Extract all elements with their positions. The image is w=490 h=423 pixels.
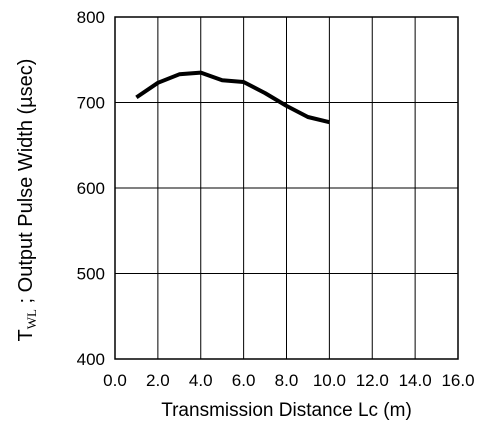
x-tick-label: 16.0 xyxy=(441,371,474,390)
plot-frame xyxy=(114,16,459,360)
x-tick-label: 10.0 xyxy=(313,371,346,390)
x-tick-label: 2.0 xyxy=(146,371,170,390)
series-line xyxy=(135,70,330,125)
x-tick-label: 4.0 xyxy=(189,371,213,390)
x-tick-label: 6.0 xyxy=(232,371,256,390)
y-tick-label: 700 xyxy=(77,94,105,113)
y-axis-label: TWL ; Output Pulse Width (µsec) xyxy=(15,59,39,342)
x-axis-label: Transmission Distance Lc (m) xyxy=(161,400,412,421)
x-tick-label: 0.0 xyxy=(103,371,127,390)
y-axis-label-rest: ; Output Pulse Width (µsec) xyxy=(15,59,37,310)
x-tick-labels: 0.0 2.0 4.0 6.0 8.0 10.0 12.0 14.0 16.0 xyxy=(103,371,474,390)
x-tick-label: 12.0 xyxy=(356,371,389,390)
y-tick-label: 500 xyxy=(77,265,105,284)
y-tick-labels: 400 500 600 700 800 xyxy=(77,8,105,369)
x-tick-label: 14.0 xyxy=(399,371,432,390)
y-tick-label: 800 xyxy=(77,8,105,27)
y-axis-label-main: T xyxy=(15,329,37,341)
x-tick-label: 8.0 xyxy=(275,371,299,390)
y-axis-label-subscript: WL xyxy=(24,309,39,329)
grid xyxy=(115,17,458,359)
y-tick-label: 400 xyxy=(77,350,105,369)
y-tick-label: 600 xyxy=(77,179,105,198)
series-group xyxy=(135,70,330,125)
